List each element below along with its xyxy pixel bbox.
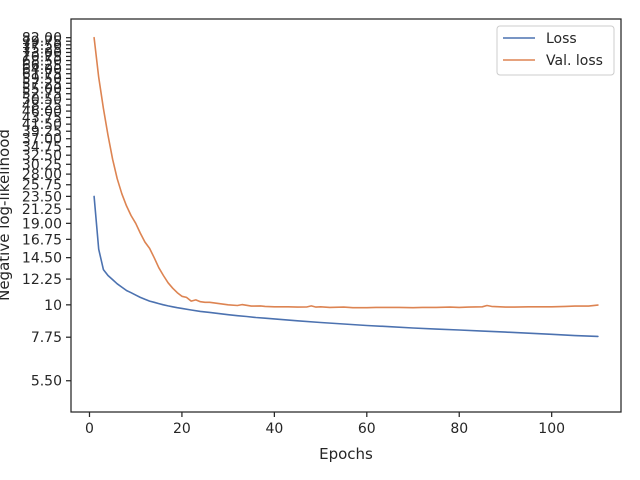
y-tick-label: 68.50 <box>22 54 62 70</box>
y-tick-label: 77.50 <box>22 38 62 54</box>
y-tick-label: 19.00 <box>22 216 62 232</box>
y-tick-label: 7.75 <box>31 330 62 346</box>
y-tick-label: 28.00 <box>22 167 62 183</box>
y-tick-label: 50.50 <box>22 92 62 108</box>
y-tick-label: 70.75 <box>22 49 62 65</box>
y-tick-label: 39.25 <box>22 124 62 140</box>
y-tick-label: 37.00 <box>22 132 62 148</box>
y-tick-label: 82.00 <box>22 31 62 47</box>
y-tick-label: 57.25 <box>22 76 62 92</box>
y-tick-label: 23.50 <box>22 189 62 205</box>
y-tick-label: 55.00 <box>22 81 62 97</box>
y-tick-label: 21.25 <box>22 202 62 218</box>
y-tick-label: 61.75 <box>22 67 62 83</box>
y-tick-label: 32.50 <box>22 148 62 164</box>
plot-area-frame <box>70 18 622 413</box>
legend-label-val-loss: Val. loss <box>546 53 603 69</box>
series-lines <box>93 36 599 338</box>
y-tick-label: 43.75 <box>22 110 62 126</box>
y-tick-label: 46.00 <box>22 104 62 120</box>
y-axis-label: Negative log-likelihood <box>0 129 13 301</box>
y-tick-label: 30.25 <box>22 157 62 173</box>
y-tick-label: 79.75 <box>22 34 62 50</box>
x-tick-label: 80 <box>450 421 468 437</box>
y-tick-label: 16.75 <box>22 232 62 248</box>
y-tick-label: 25.75 <box>22 178 62 194</box>
y-axis: 5.50 7.75 10 12.25 14.50 16.7519.0021.2523.50… <box>22 31 71 390</box>
legend: Loss Val. loss <box>496 25 615 76</box>
y-tick-label: 64.00 <box>22 62 62 78</box>
x-tick-label: 60 <box>358 421 376 437</box>
y-tick-label: 14.50 <box>22 251 62 267</box>
legend-label-loss: Loss <box>546 31 577 47</box>
x-tick-label: 20 <box>173 421 191 437</box>
y-tick-label: 73.00 <box>22 45 62 61</box>
x-axis-label: Epochs <box>319 445 373 463</box>
y-tick-label: 34.75 <box>22 140 62 156</box>
y-tick-label: 66.25 <box>22 58 62 74</box>
y-tick-label: 48.25 <box>22 98 62 114</box>
series-line-val-loss <box>93 36 599 309</box>
x-tick-label: 100 <box>538 421 565 437</box>
y-tick-label: 59.50 <box>22 71 62 87</box>
y-tick-label: 12.25 <box>22 272 62 288</box>
x-axis: 0 20 40 60 80 100 <box>85 412 565 437</box>
y-tick-label: 52.75 <box>22 87 62 103</box>
y-tick-label: 75.25 <box>22 42 62 58</box>
x-tick-label: 40 <box>265 421 283 437</box>
series-line-loss <box>93 195 599 338</box>
y-tick-label: 41.50 <box>22 117 62 133</box>
y-tick-label: 10 <box>44 298 62 314</box>
x-tick-label: 0 <box>85 421 94 437</box>
y-tick-label: 5.50 <box>31 374 62 390</box>
